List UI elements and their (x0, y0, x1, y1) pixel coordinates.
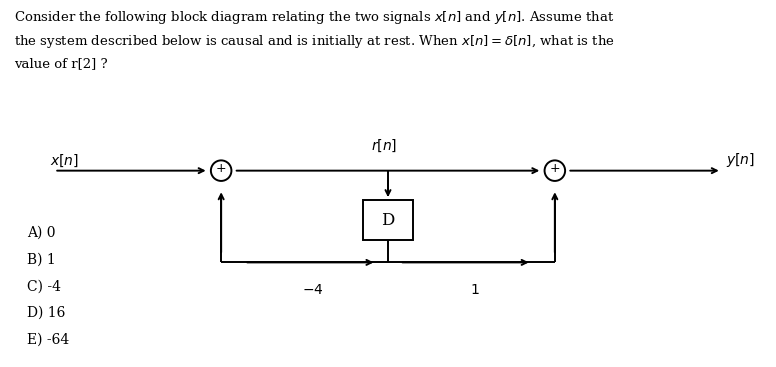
Text: D: D (381, 212, 395, 229)
Text: B) 1: B) 1 (27, 252, 56, 266)
Text: $r[n]$: $r[n]$ (371, 138, 397, 154)
Text: $-4$: $-4$ (302, 283, 324, 297)
Text: A) 0: A) 0 (27, 226, 56, 240)
Text: $1$: $1$ (470, 283, 480, 297)
Text: D) 16: D) 16 (27, 306, 65, 320)
Text: the system described below is causal and is initially at rest. When $x[n] = \del: the system described below is causal and… (14, 33, 615, 50)
Text: value of r[2] ?: value of r[2] ? (14, 57, 108, 70)
Text: +: + (549, 162, 560, 175)
Text: E) -64: E) -64 (27, 333, 69, 347)
Text: C) -4: C) -4 (27, 279, 61, 293)
Text: $y[n]$: $y[n]$ (726, 151, 754, 169)
Text: Consider the following block diagram relating the two signals $x[n]$ and $y[n]$.: Consider the following block diagram rel… (14, 9, 615, 26)
FancyBboxPatch shape (363, 200, 413, 240)
Text: $x[n]$: $x[n]$ (50, 153, 79, 169)
Text: +: + (216, 162, 227, 175)
